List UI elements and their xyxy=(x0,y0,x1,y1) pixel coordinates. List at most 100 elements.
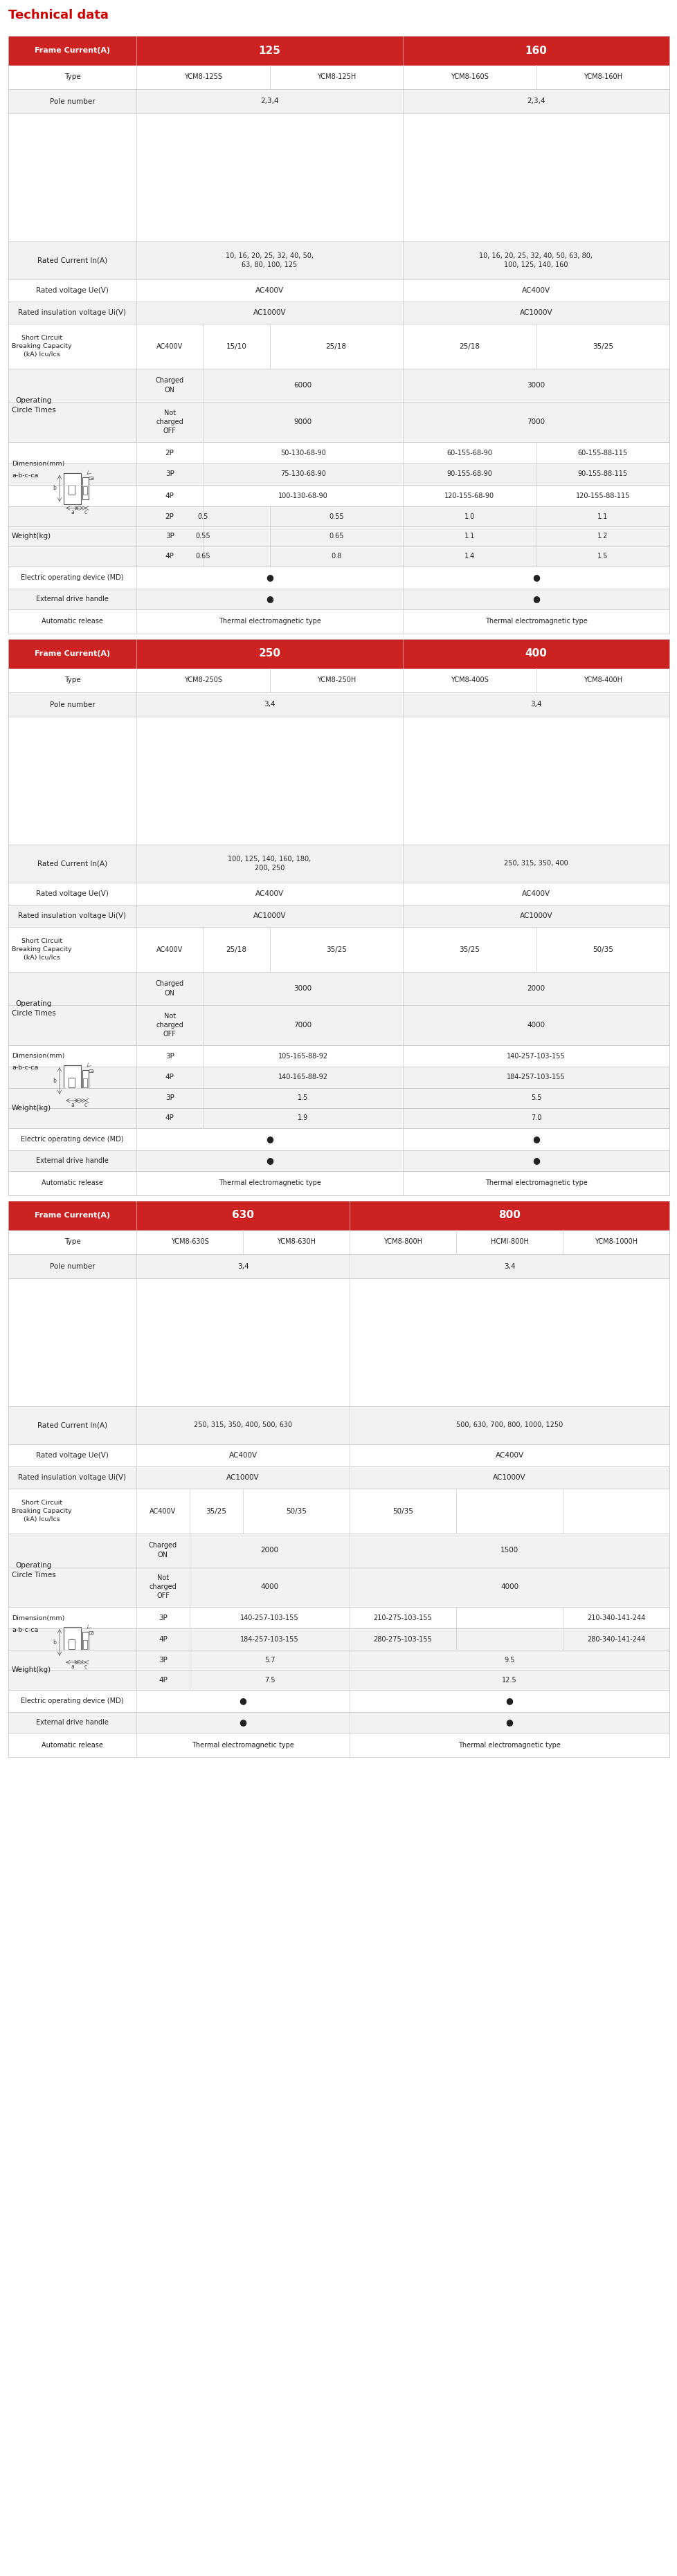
Text: 25/18: 25/18 xyxy=(326,343,346,350)
Text: 4P: 4P xyxy=(165,1074,174,1082)
Text: ●: ● xyxy=(239,1698,246,1705)
Text: Pole number: Pole number xyxy=(49,98,95,106)
Text: Rated Current In(A): Rated Current In(A) xyxy=(37,1422,107,1430)
Text: Rated voltage Ue(V): Rated voltage Ue(V) xyxy=(36,891,108,896)
Text: YCM8-250S: YCM8-250S xyxy=(183,677,222,683)
Text: 7.5: 7.5 xyxy=(264,1677,275,1682)
Text: YCM8-250H: YCM8-250H xyxy=(316,677,355,683)
Text: YCM8-125H: YCM8-125H xyxy=(316,75,355,80)
Bar xyxy=(8,611,669,634)
Bar xyxy=(8,1406,669,1445)
Text: ●: ● xyxy=(505,1698,512,1705)
Bar xyxy=(8,1649,669,1669)
Text: 1.1: 1.1 xyxy=(597,513,607,520)
Bar xyxy=(8,1278,669,1406)
Bar xyxy=(8,1151,669,1172)
Text: Rated Current In(A): Rated Current In(A) xyxy=(37,860,107,868)
Text: a: a xyxy=(70,510,74,515)
Text: 12.5: 12.5 xyxy=(502,1677,517,1682)
Text: Operating
Circle Times: Operating Circle Times xyxy=(12,397,56,412)
Text: 140-257-103-155: 140-257-103-155 xyxy=(506,1054,565,1059)
Text: 280-340-141-244: 280-340-141-244 xyxy=(586,1636,645,1643)
Text: 50-130-68-90: 50-130-68-90 xyxy=(280,448,326,456)
Bar xyxy=(8,443,669,464)
Text: ●: ● xyxy=(265,572,273,582)
Bar xyxy=(8,484,669,507)
Bar xyxy=(64,1066,81,1097)
Text: 10, 16, 20, 25, 32, 40, 50, 63, 80,
100, 125, 140, 160: 10, 16, 20, 25, 32, 40, 50, 63, 80, 100,… xyxy=(479,252,592,268)
Text: 9.5: 9.5 xyxy=(504,1656,515,1664)
Text: Rated voltage Ue(V): Rated voltage Ue(V) xyxy=(36,286,108,294)
Bar xyxy=(8,1255,669,1278)
Text: 25/18: 25/18 xyxy=(458,343,479,350)
Text: Type: Type xyxy=(64,1239,81,1244)
Text: 2000: 2000 xyxy=(261,1546,278,1553)
Bar xyxy=(8,1087,669,1108)
Bar xyxy=(8,693,669,716)
Text: 35/25: 35/25 xyxy=(458,945,479,953)
Bar xyxy=(8,368,669,443)
Text: AC1000V: AC1000V xyxy=(519,912,552,920)
Text: 7.0: 7.0 xyxy=(530,1115,541,1121)
Text: Automatic release: Automatic release xyxy=(41,1741,103,1749)
Bar xyxy=(8,639,669,667)
Text: Weight(kg): Weight(kg) xyxy=(12,1667,51,1674)
Bar xyxy=(8,1229,669,1255)
Bar xyxy=(8,464,669,484)
Text: 3P: 3P xyxy=(165,1095,174,1103)
Bar xyxy=(8,90,669,113)
Text: b: b xyxy=(53,1638,56,1646)
Text: 75-130-68-90: 75-130-68-90 xyxy=(280,471,326,477)
Text: 250, 315, 350, 400: 250, 315, 350, 400 xyxy=(504,860,567,868)
Text: Rated insulation voltage Ui(V): Rated insulation voltage Ui(V) xyxy=(18,912,126,920)
Text: 1.5: 1.5 xyxy=(297,1095,308,1103)
Bar xyxy=(8,1628,669,1649)
Bar xyxy=(69,1077,75,1087)
Text: 0.55: 0.55 xyxy=(328,513,343,520)
Text: 50/35: 50/35 xyxy=(392,1507,413,1515)
Bar xyxy=(83,1079,87,1087)
Text: Thermal electromagnetic type: Thermal electromagnetic type xyxy=(485,618,587,626)
Text: 280-275-103-155: 280-275-103-155 xyxy=(373,1636,432,1643)
Bar xyxy=(8,36,669,64)
Bar xyxy=(8,845,669,884)
Text: 0.55: 0.55 xyxy=(195,533,211,541)
Text: Dimension(mm): Dimension(mm) xyxy=(12,1054,64,1059)
Text: Thermal electromagnetic type: Thermal electromagnetic type xyxy=(218,1180,320,1188)
Bar xyxy=(83,1641,87,1649)
Text: ca: ca xyxy=(88,477,94,482)
Bar xyxy=(8,1066,669,1087)
Text: ●: ● xyxy=(505,1718,512,1726)
Text: YCM8-125S: YCM8-125S xyxy=(183,75,222,80)
Text: AC1000V: AC1000V xyxy=(253,912,286,920)
Text: ●: ● xyxy=(532,1157,540,1164)
Text: ●: ● xyxy=(532,572,540,582)
Text: Rated voltage Ue(V): Rated voltage Ue(V) xyxy=(36,1453,108,1458)
Text: AC400V: AC400V xyxy=(521,891,550,896)
Text: 50/35: 50/35 xyxy=(286,1507,306,1515)
Bar xyxy=(8,716,669,845)
Text: 3P: 3P xyxy=(158,1615,167,1620)
Text: a-b-c-ca: a-b-c-ca xyxy=(12,471,39,479)
Text: 4P: 4P xyxy=(158,1636,167,1643)
Text: 184-257-103-155: 184-257-103-155 xyxy=(506,1074,565,1082)
Bar xyxy=(8,242,669,278)
Text: 250, 315, 350, 400, 500, 630: 250, 315, 350, 400, 500, 630 xyxy=(194,1422,292,1430)
Text: YCM8-160H: YCM8-160H xyxy=(583,75,621,80)
Text: Short Circuit
Breaking Capacity
(kA) Icu/Ics: Short Circuit Breaking Capacity (kA) Icu… xyxy=(12,1499,72,1522)
Text: 0.65: 0.65 xyxy=(196,554,211,559)
Text: 1.2: 1.2 xyxy=(597,533,607,541)
Text: 35/25: 35/25 xyxy=(326,945,346,953)
Bar xyxy=(8,971,669,1046)
Text: 100-130-68-90: 100-130-68-90 xyxy=(278,492,328,500)
Bar xyxy=(8,1713,669,1734)
Text: 4P: 4P xyxy=(165,554,174,559)
Text: a: a xyxy=(70,1103,74,1108)
Text: Thermal electromagnetic type: Thermal electromagnetic type xyxy=(458,1741,560,1749)
Text: 3P: 3P xyxy=(165,1054,174,1059)
Text: 105-165-88-92: 105-165-88-92 xyxy=(278,1054,328,1059)
Text: Weight(kg): Weight(kg) xyxy=(12,533,51,541)
Text: 0.8: 0.8 xyxy=(330,554,341,559)
Bar xyxy=(64,1628,81,1659)
Bar xyxy=(8,904,669,927)
